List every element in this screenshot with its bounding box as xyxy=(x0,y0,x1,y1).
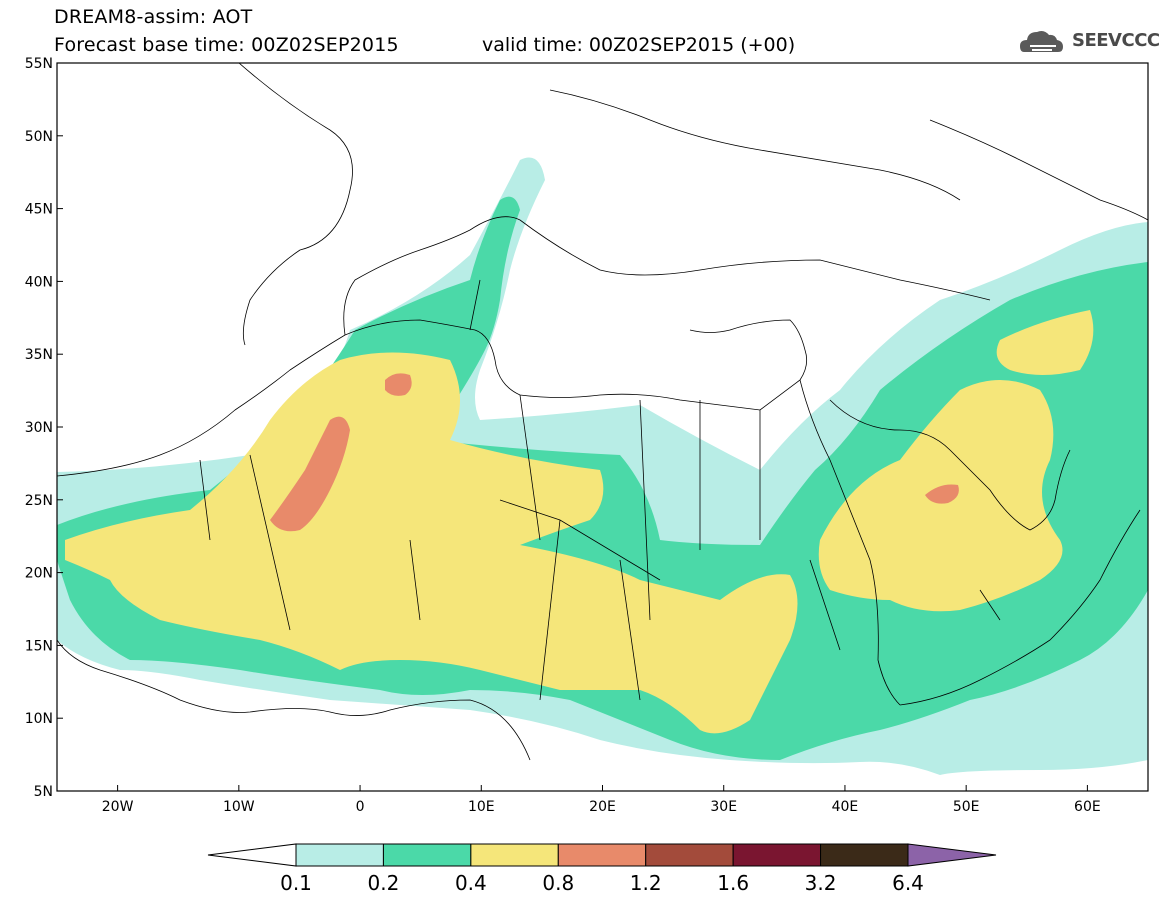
colorbar-segment xyxy=(732,843,822,867)
colorbar-label: 3.2 xyxy=(805,871,837,895)
colorbar-high-arrow xyxy=(907,843,997,867)
lat-tick-label: 50N xyxy=(25,129,53,145)
colorbar-label: 1.6 xyxy=(717,871,749,895)
lat-tick-label: 25N xyxy=(25,493,53,509)
coastlines xyxy=(57,63,1148,761)
valid-time-label: valid time: 00Z02SEP2015 (+00) xyxy=(482,34,796,56)
lon-tick-label: 10E xyxy=(468,799,495,815)
colorbar-segment xyxy=(470,843,559,867)
lat-tick-label: 55N xyxy=(25,56,53,72)
colorbar-label: 0.8 xyxy=(542,871,574,895)
colorbar-segment xyxy=(295,843,384,867)
colorbar-segment xyxy=(557,843,647,867)
map-title: DREAM8-assim: AOT xyxy=(54,6,253,28)
cloud-icon xyxy=(1020,31,1063,52)
longitude-axis: 20W 10W 0 10E 20E 30E 40E 50E 60E xyxy=(102,785,1101,815)
colorbar-segment xyxy=(382,843,472,867)
latitude-axis: 5N 10N 15N 20N 25N 30N 35N 40N 45N 50N 55N xyxy=(25,56,63,800)
lat-tick-label: 45N xyxy=(25,202,53,218)
lon-tick-label: 60E xyxy=(1074,799,1101,815)
lon-tick-label: 50E xyxy=(953,799,980,815)
aot-band-0.8-sahara xyxy=(270,416,350,532)
lat-tick-label: 15N xyxy=(25,638,53,654)
lat-tick-label: 35N xyxy=(25,347,53,363)
lon-tick-label: 20W xyxy=(102,799,134,815)
aot-band-0.4-persia xyxy=(996,310,1094,375)
colorbar-low-arrow xyxy=(207,843,297,867)
colorbar-label: 0.2 xyxy=(368,871,400,895)
lon-tick-label: 20E xyxy=(589,799,616,815)
lat-tick-label: 20N xyxy=(25,566,53,582)
aot-band-0.8-atlas xyxy=(385,373,412,396)
lon-tick-label: 40E xyxy=(832,799,859,815)
aot-band-0.8-arabia xyxy=(925,484,959,504)
colorbar-label: 0.4 xyxy=(455,871,487,895)
colorbar-label: 1.2 xyxy=(630,871,662,895)
logo-text: SEEVCCC xyxy=(1072,30,1160,51)
lon-tick-label: 0 xyxy=(356,799,365,815)
aot-contours xyxy=(57,157,1148,775)
lat-tick-label: 5N xyxy=(34,784,53,800)
lat-tick-label: 10N xyxy=(25,711,53,727)
lon-tick-label: 30E xyxy=(710,799,737,815)
lon-tick-label: 10W xyxy=(223,799,255,815)
aot-band-0.4 xyxy=(65,352,798,734)
colorbar-segment xyxy=(645,843,734,867)
colorbar-label: 0.1 xyxy=(280,871,312,895)
lat-tick-label: 40N xyxy=(25,274,53,290)
colorbar-label: 6.4 xyxy=(892,871,924,895)
lat-tick-label: 30N xyxy=(25,420,53,436)
colorbar-segment xyxy=(820,843,909,867)
colorbar-legend: 0.1 0.2 0.4 0.8 1.2 1.6 3.2 6.4 xyxy=(207,843,997,895)
base-time-label: Forecast base time: 00Z02SEP2015 xyxy=(54,34,399,56)
